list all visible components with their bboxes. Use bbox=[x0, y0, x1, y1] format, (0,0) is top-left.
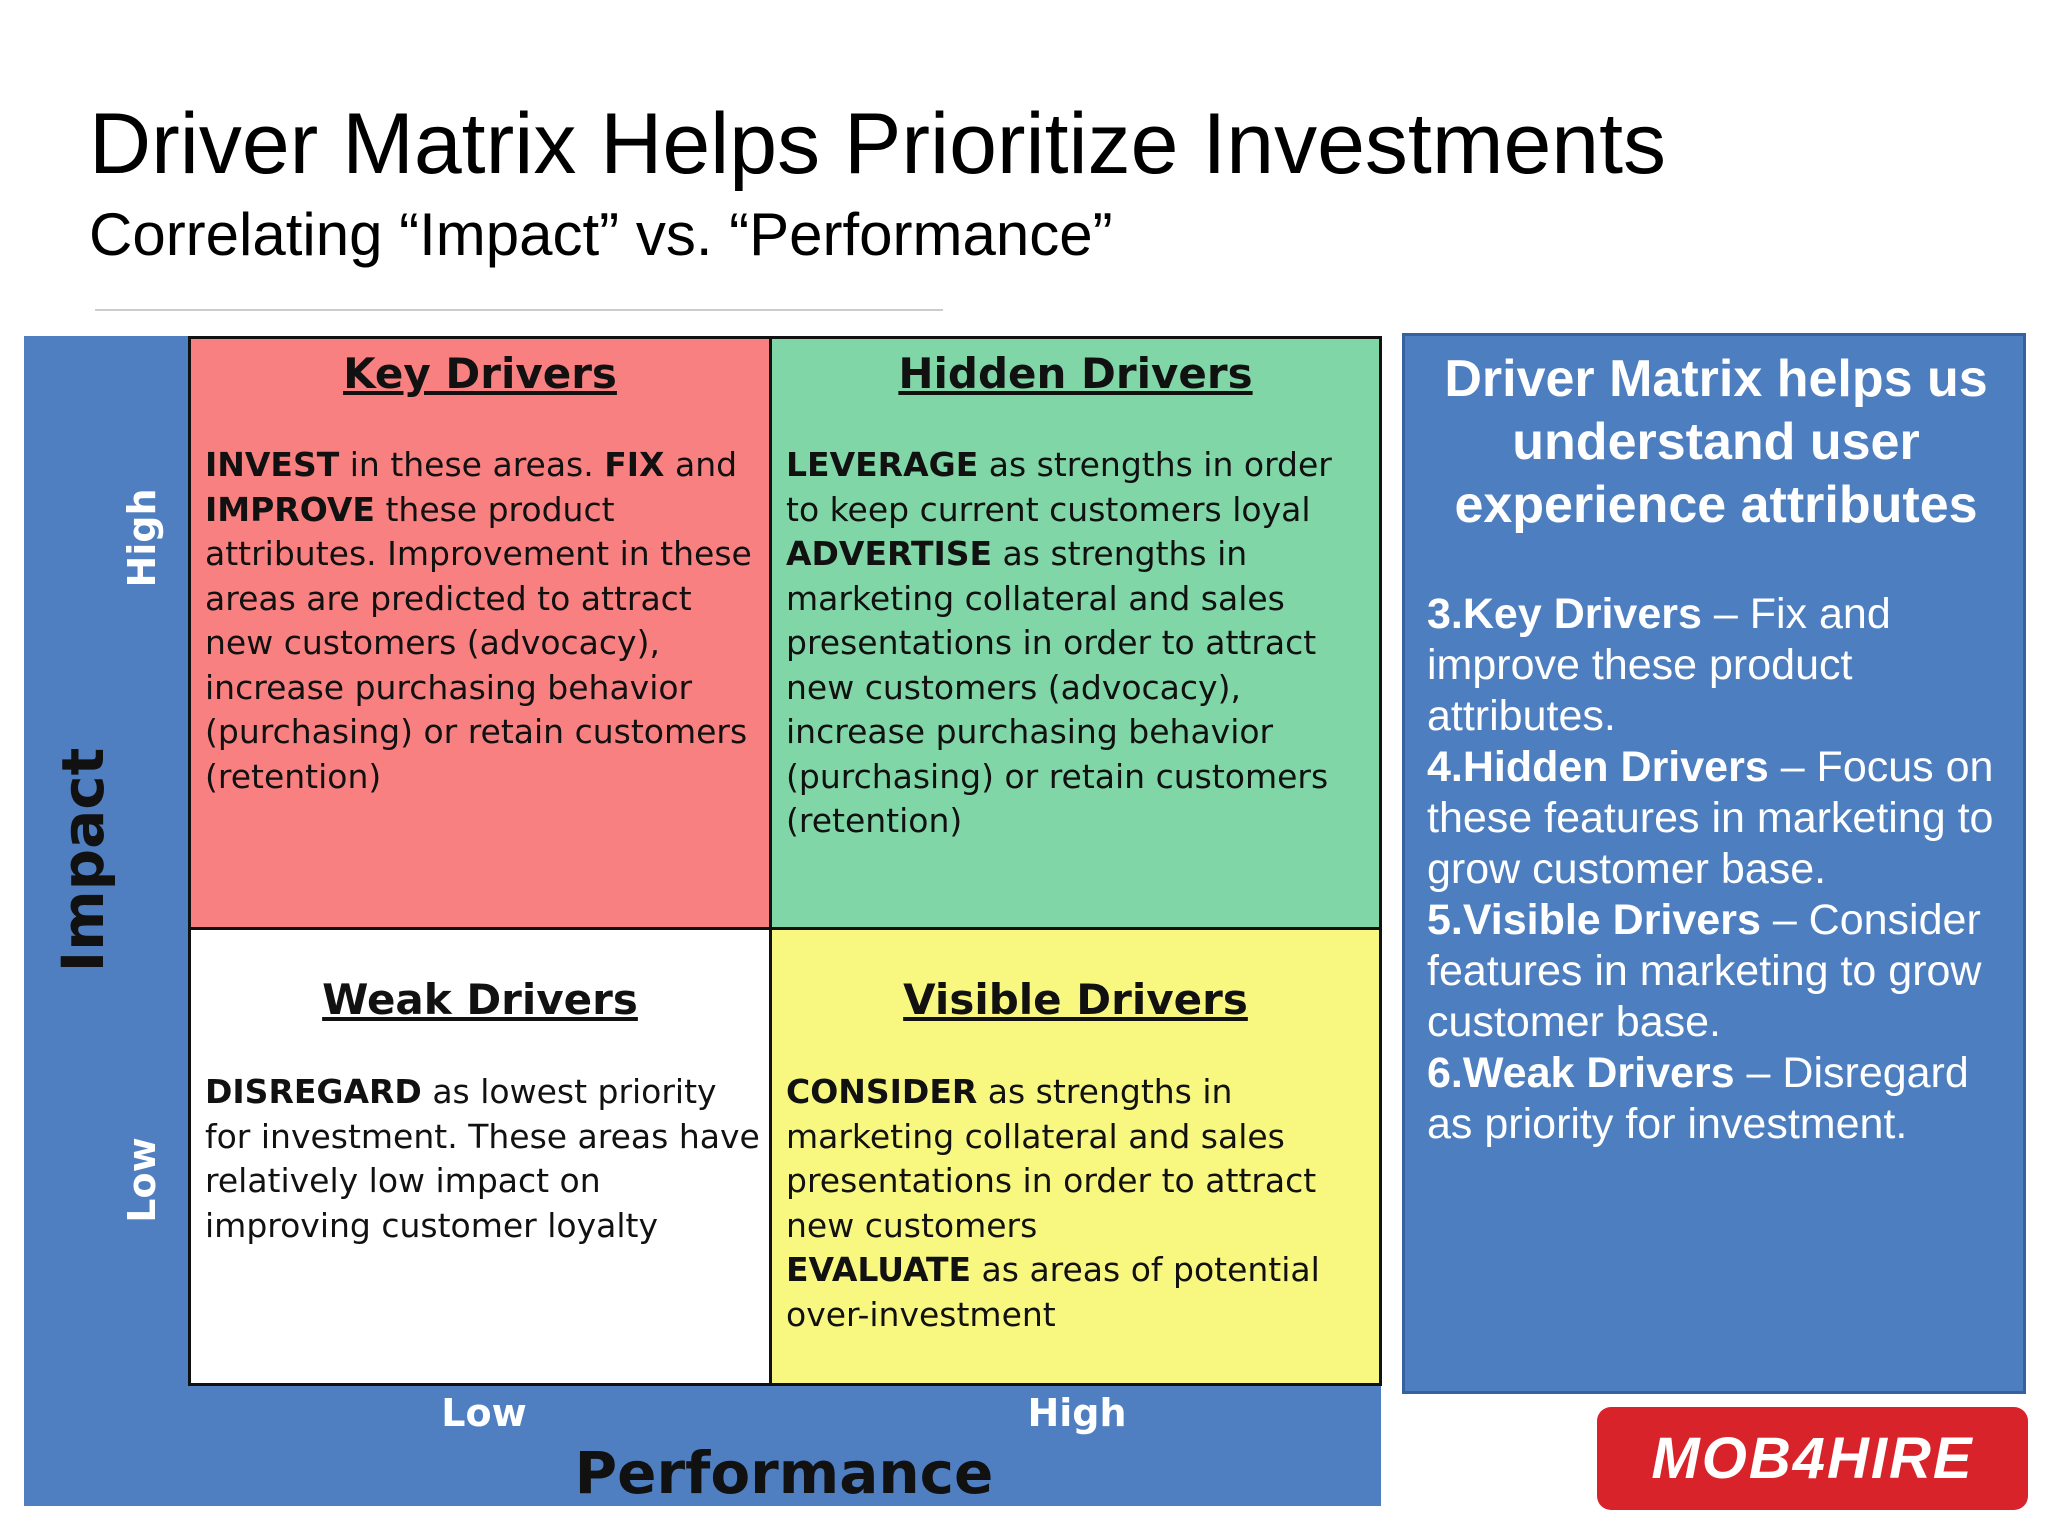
logo: MOB4HIRE bbox=[1597, 1407, 2028, 1510]
sidebar-item: 6.Weak Drivers – Disregard as priority f… bbox=[1427, 1048, 2005, 1150]
sidebar-item: 5.Visible Drivers – Consider features in… bbox=[1427, 895, 2005, 1048]
text-run: as strengths in order to keep current cu… bbox=[786, 445, 1343, 529]
text-run: and bbox=[664, 445, 748, 484]
paragraph: INVEST in these areas. FIX and IMPROVE t… bbox=[205, 443, 761, 799]
keyword: DISREGARD bbox=[205, 1072, 422, 1111]
text-run: as lowest priority for investment. These… bbox=[205, 1072, 771, 1245]
sidebar-item: 4.Hidden Drivers – Focus on these featur… bbox=[1427, 742, 2005, 895]
item-heading: 4.Hidden Drivers bbox=[1427, 743, 1769, 791]
item-text: – Focus on these features in marketing t… bbox=[1427, 743, 1994, 893]
y-high-label: High bbox=[120, 488, 164, 588]
quadrant-title: Hidden Drivers bbox=[898, 349, 1253, 398]
item-text: – Disregard as priority for investment. bbox=[1427, 1049, 1969, 1148]
slide-title: Driver Matrix Helps Prioritize Investmen… bbox=[89, 96, 1667, 192]
y-low-label: Low bbox=[120, 1137, 164, 1223]
paragraph: ADVERTISE as strengths in marketing coll… bbox=[786, 532, 1371, 844]
divider bbox=[95, 309, 943, 311]
quadrant: Key Drivers INVEST in these areas. FIX an… bbox=[188, 336, 772, 930]
paragraph: LEVERAGE as strengths in order to keep c… bbox=[786, 443, 1371, 532]
text-run: as areas of potential over-investment bbox=[786, 1250, 1331, 1334]
quadrant-text: CONSIDER as strengths in marketing colla… bbox=[786, 1070, 1371, 1337]
text-run: in these areas. bbox=[339, 445, 605, 484]
x-axis-label: Performance bbox=[574, 1439, 994, 1507]
item-text: – Fix and improve these product attribut… bbox=[1427, 590, 1891, 740]
quadrant-text: LEVERAGE as strengths in order to keep c… bbox=[786, 443, 1371, 844]
y-axis-label: Impact bbox=[49, 747, 117, 973]
text-run: as strengths in marketing collateral and… bbox=[786, 534, 1339, 840]
keyword: LEVERAGE bbox=[786, 445, 979, 484]
quadrant-title: Visible Drivers bbox=[903, 975, 1248, 1024]
quadrant-title: Weak Drivers bbox=[322, 975, 638, 1024]
x-high-label: High bbox=[1027, 1391, 1127, 1435]
paragraph: DISREGARD as lowest priority for investm… bbox=[205, 1070, 761, 1248]
quadrant: Visible Drivers CONSIDER as strengths in … bbox=[769, 927, 1382, 1386]
quadrant-text: DISREGARD as lowest priority for investm… bbox=[205, 1070, 761, 1248]
sidebar-list: 3.Key Drivers – Fix and improve these pr… bbox=[1427, 589, 2005, 1150]
sidebar-item: 3.Key Drivers – Fix and improve these pr… bbox=[1427, 589, 2005, 742]
keyword: EVALUATE bbox=[786, 1250, 972, 1289]
sidebar-title: Driver Matrix helps us understand user e… bbox=[1444, 350, 1988, 534]
keyword: FIX bbox=[604, 445, 665, 484]
quadrant-title: Key Drivers bbox=[343, 349, 617, 398]
item-text: – Consider features in marketing to grow… bbox=[1427, 896, 1982, 1046]
keyword: INVEST bbox=[205, 445, 340, 484]
item-heading: 5.Visible Drivers bbox=[1427, 896, 1761, 944]
slide-subtitle: Correlating “Impact” vs. “Performance” bbox=[89, 201, 1113, 268]
text-run: as strengths in marketing collateral and… bbox=[786, 1072, 1327, 1245]
sidebar: Driver Matrix helps us understand user e… bbox=[1402, 333, 2026, 1394]
quadrant-text: INVEST in these areas. FIX and IMPROVE t… bbox=[205, 443, 761, 799]
keyword: IMPROVE bbox=[205, 489, 375, 529]
keyword: CONSIDER bbox=[786, 1072, 978, 1111]
paragraph: EVALUATE as areas of potential over-inve… bbox=[786, 1248, 1371, 1337]
text-run: these product attributes. Improvement in… bbox=[205, 489, 763, 796]
x-low-label: Low bbox=[441, 1391, 527, 1435]
paragraph: CONSIDER as strengths in marketing colla… bbox=[786, 1070, 1371, 1248]
keyword: ADVERTISE bbox=[786, 534, 993, 573]
item-heading: 3.Key Drivers bbox=[1427, 590, 1702, 638]
quadrant: Hidden Drivers LEVERAGE as strengths in o… bbox=[769, 336, 1382, 930]
item-heading: 6.Weak Drivers bbox=[1427, 1049, 1735, 1097]
quadrant: Weak Drivers DISREGARD as lowest priority… bbox=[188, 927, 772, 1386]
